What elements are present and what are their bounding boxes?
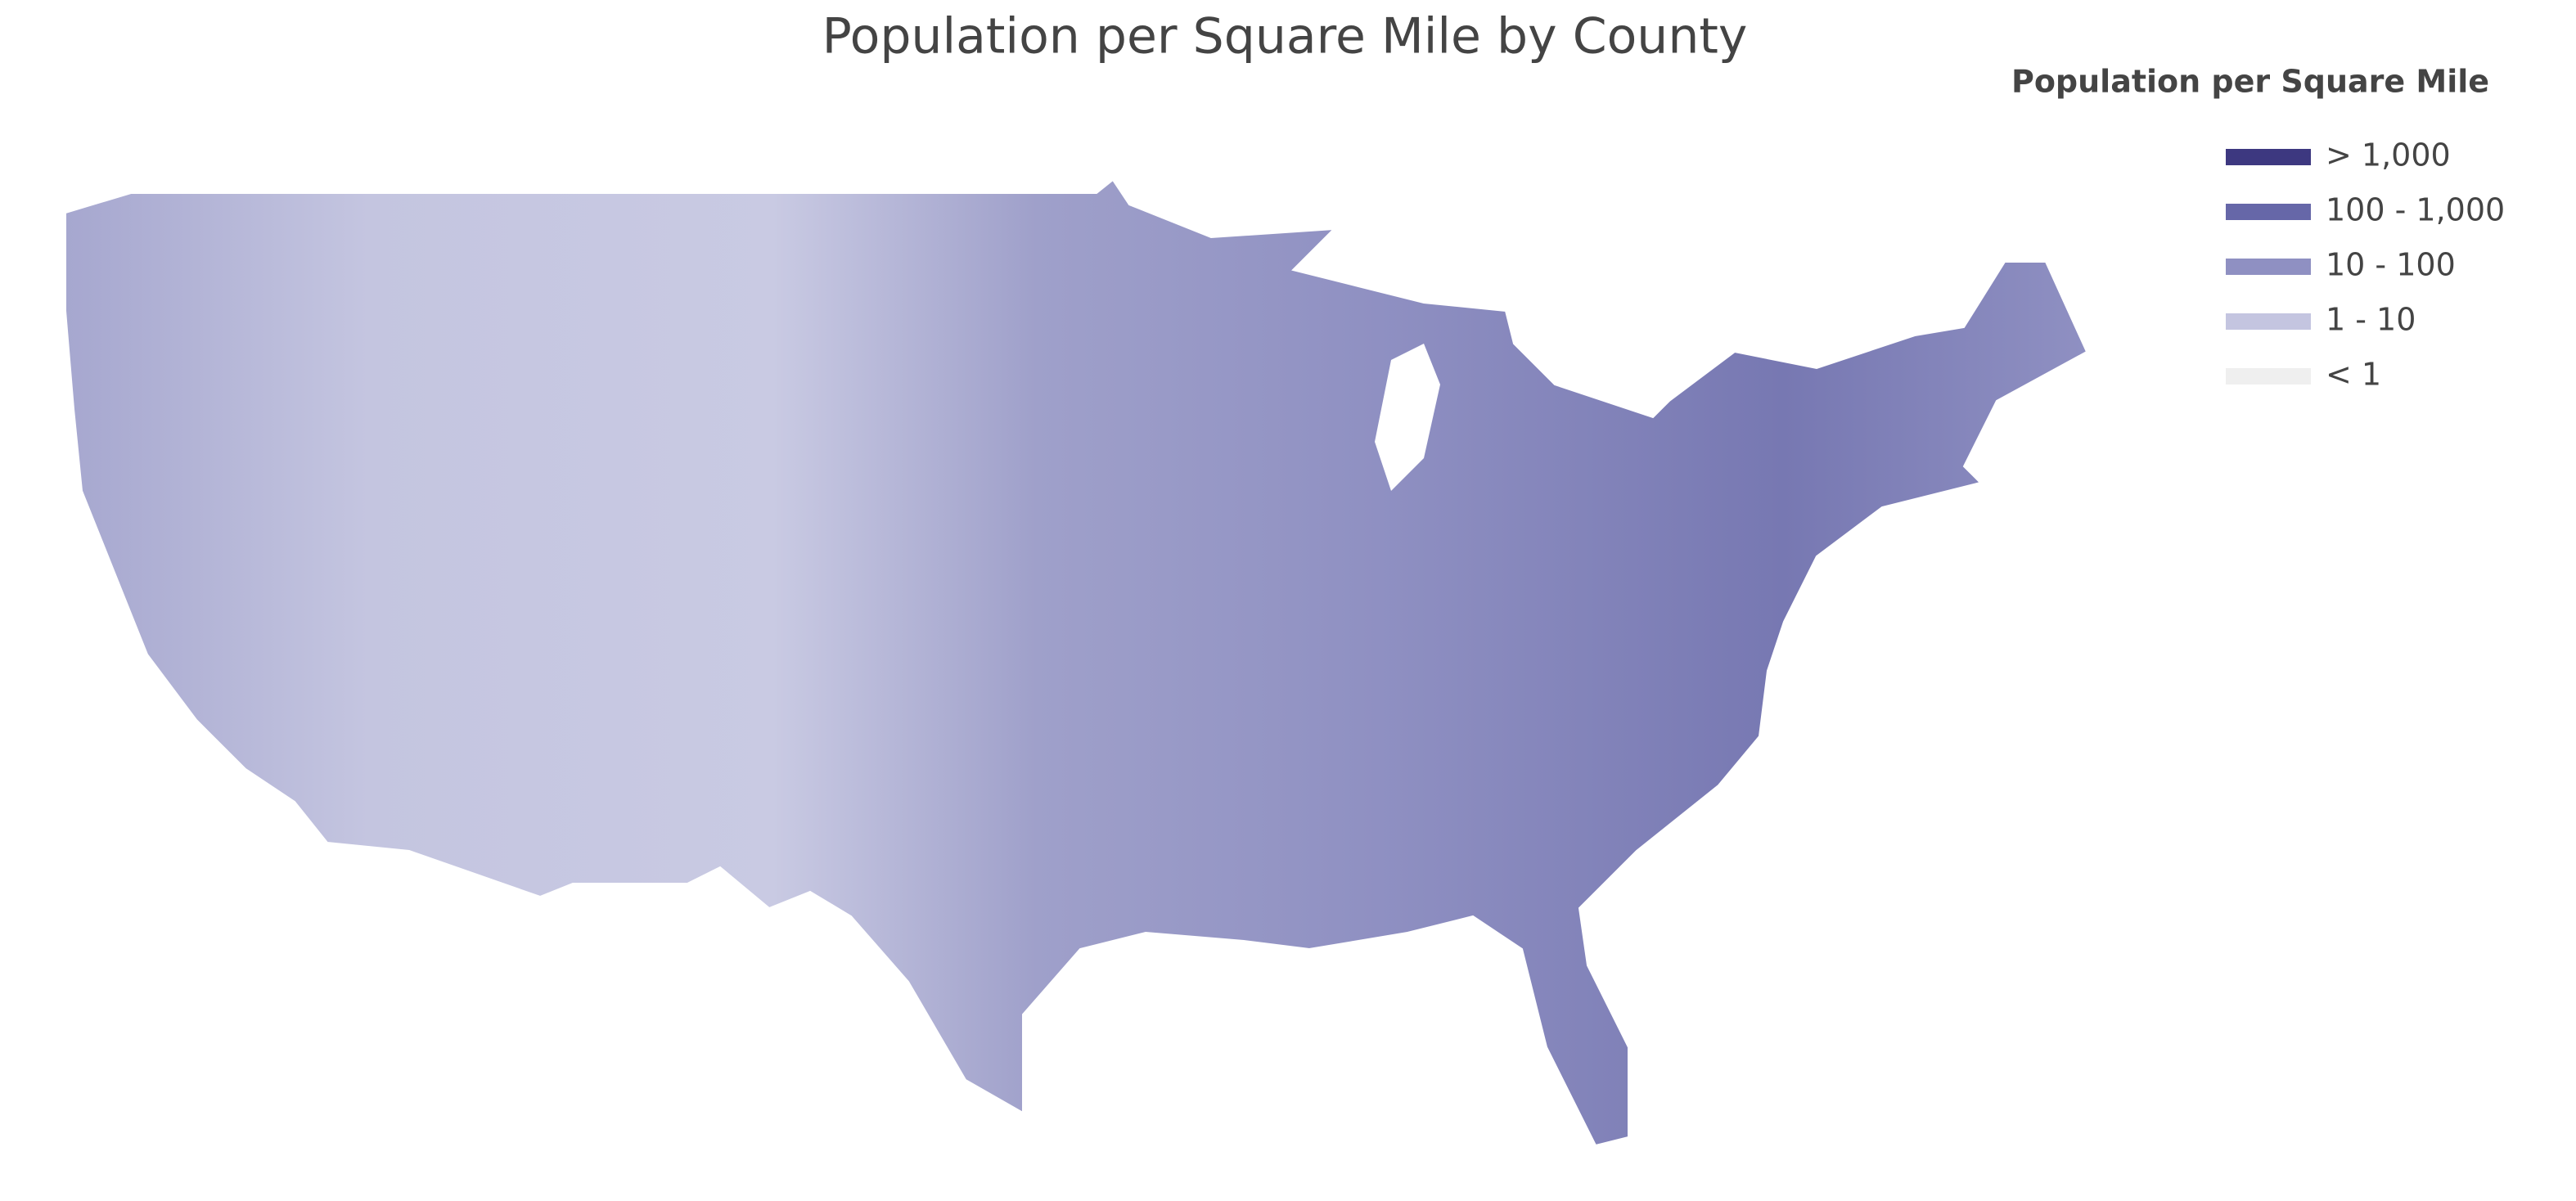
legend-label: < 1 bbox=[2326, 357, 2381, 393]
legend: > 1,000 100 - 1,000 10 - 100 1 - 10 < 1 bbox=[2226, 137, 2505, 393]
legend-swatch bbox=[2226, 149, 2311, 165]
legend-swatch bbox=[2226, 313, 2311, 330]
legend-title: Population per Square Mile bbox=[2011, 64, 2489, 100]
legend-label: 1 - 10 bbox=[2326, 302, 2416, 338]
legend-swatch bbox=[2226, 204, 2311, 220]
map-title: Population per Square Mile by County bbox=[822, 8, 1748, 65]
us-counties-outline bbox=[65, 178, 2088, 1147]
legend-label: 10 - 100 bbox=[2326, 247, 2456, 283]
legend-swatch bbox=[2226, 259, 2311, 275]
lake-michigan bbox=[1375, 344, 1440, 491]
legend-swatch bbox=[2226, 368, 2311, 385]
legend-label: 100 - 1,000 bbox=[2326, 192, 2505, 228]
legend-label: > 1,000 bbox=[2326, 137, 2451, 173]
